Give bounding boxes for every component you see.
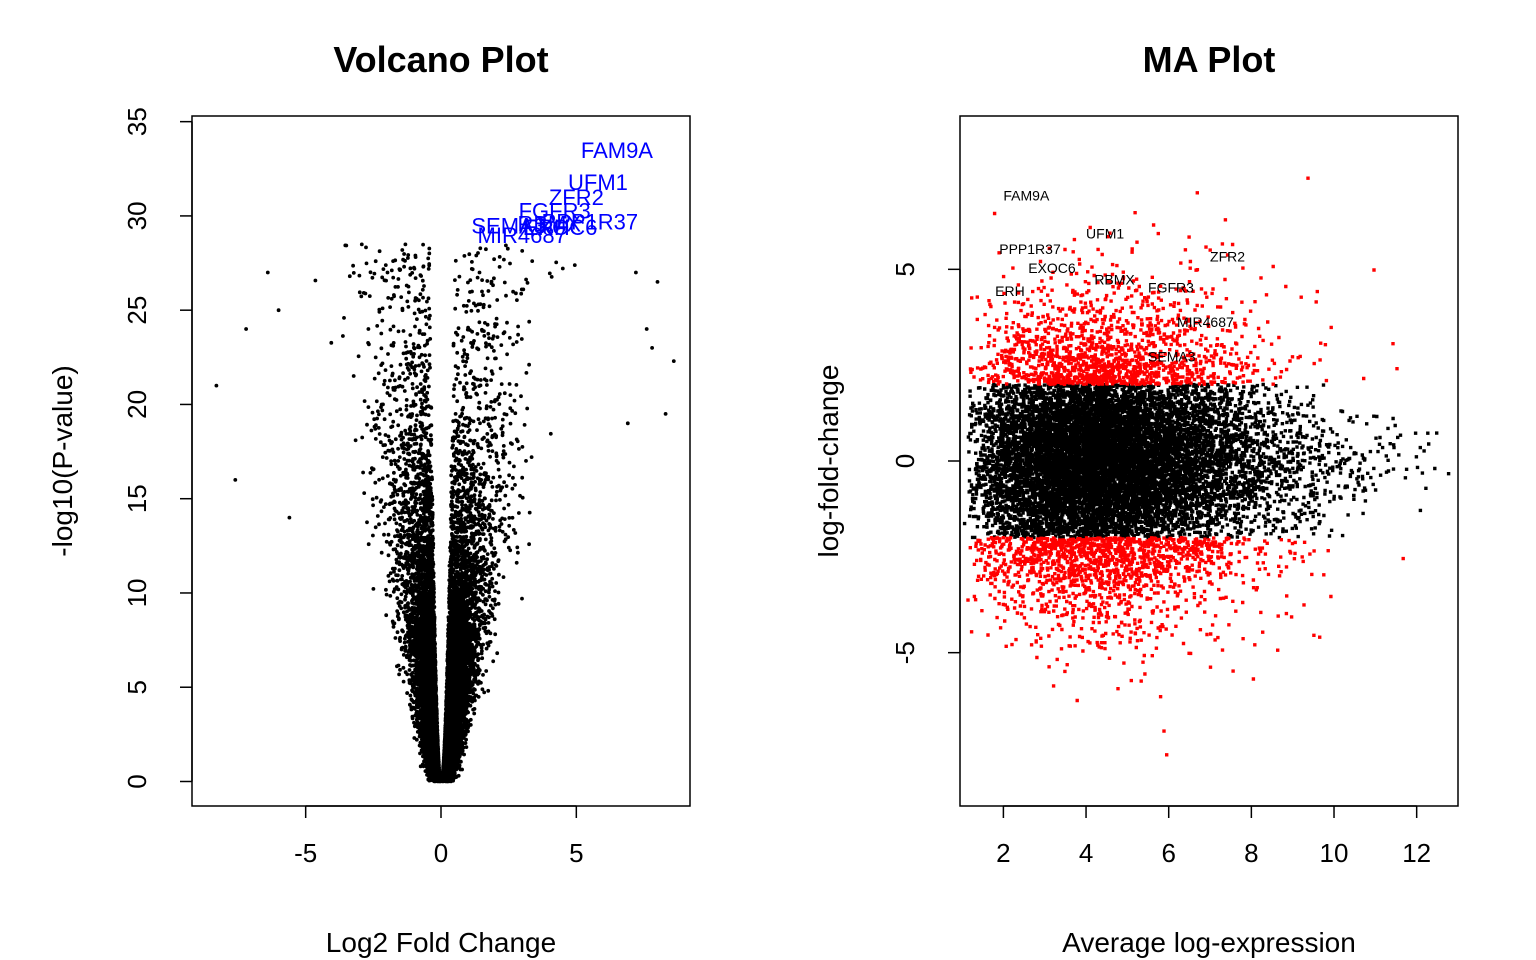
volcano-gene-label: FGFR3 [519,198,591,223]
volcano-y-axis-label: -log10(P-value) [47,365,78,556]
ma-gene-label: SEMA3 [1148,348,1196,364]
volcano-y-tick-label: 35 [122,107,152,136]
volcano-points [214,242,676,784]
ma-y-tick-label: 5 [890,262,920,276]
volcano-y-tick-label: 15 [122,484,152,513]
volcano-gene-label: PPP1R37 [542,210,639,235]
volcano-y-tick-label: 5 [122,680,152,694]
ma-gene-label: FGFR3 [1148,279,1194,295]
ma-gene-label: RBMX [1094,272,1135,288]
volcano-y-tick-label: 0 [122,774,152,788]
ma-gene-label: UFM1 [1086,226,1124,242]
volcano-gene-label: ERH [523,215,569,240]
volcano-x-axis-label: Log2 Fold Change [326,927,556,958]
ma-gene-label: ZFR2 [1210,249,1245,265]
volcano-x-tick-label: 0 [434,838,448,868]
volcano-gene-label: ZFR2 [549,185,604,210]
volcano-y-axis: 0 5 10 15 20 25 30 35 [122,107,193,789]
volcano-y-tick-label: 30 [122,201,152,230]
ma-y-tick-label: 0 [890,454,920,468]
volcano-y-tick-label: 25 [122,296,152,325]
volcano-point-cloud [214,242,676,784]
ma-gene-label: FAM9A [1003,187,1050,203]
ma-gene-label: PPP1R37 [999,241,1061,257]
volcano-gene-label: UFM1 [568,170,628,195]
volcano-x-axis: -5 0 5 [294,805,584,868]
ma-x-axis: 2 4 6 8 10 12 [996,805,1431,868]
volcano-x-tick-label: 5 [569,838,583,868]
volcano-gene-label: EXOC6 [523,215,598,240]
volcano-gene-label: SEMA3 [471,213,546,238]
ma-x-tick-label: 4 [1079,838,1093,868]
ma-x-axis-label: Average log-expression [1062,927,1356,958]
ma-gene-label: MIR4687 [1177,314,1234,330]
ma-panel: MA Plot 2 4 6 8 10 12 -5 0 5 FAM9A UFM1 PPP1R37 ZF… [813,39,1459,958]
ma-points [962,176,1451,757]
ma-nonsignificant-points [962,382,1451,540]
volcano-gene-label: RBMX [517,211,581,236]
ma-y-axis-label: log-fold-change [813,364,844,557]
volcano-x-tick-label: -5 [294,838,317,868]
ma-gene-label: ERH [995,283,1025,299]
ma-x-tick-label: 6 [1161,838,1175,868]
volcano-title: Volcano Plot [333,39,548,80]
ma-gene-label: EXOC6 [1028,260,1076,276]
ma-y-tick-label: -5 [890,641,920,664]
ma-x-tick-label: 12 [1402,838,1431,868]
ma-x-tick-label: 8 [1244,838,1258,868]
volcano-y-tick-label: 20 [122,390,152,419]
ma-x-tick-label: 2 [996,838,1010,868]
volcano-gene-label: FAM9A [581,138,653,163]
volcano-gene-labels: FAM9A UFM1ZFR2FGFR3SEMA3RBMXEXOC6PPP1R37E… [471,138,653,248]
volcano-y-tick-label: 10 [122,579,152,608]
ma-significant-points [966,176,1405,757]
ma-x-tick-label: 10 [1320,838,1349,868]
volcano-gene-label: MIR4687 [478,223,567,248]
ma-y-axis: -5 0 5 [890,262,961,664]
volcano-panel: Volcano Plot -5 0 5 0 5 10 15 20 25 30 35 FAM9A UF… [47,39,691,958]
ma-gene-labels: FAM9A UFM1 PPP1R37 ZFR2 EXOC6 RBMX FGFR3 ERH MIR… [995,187,1245,364]
ma-title: MA Plot [1143,39,1276,80]
